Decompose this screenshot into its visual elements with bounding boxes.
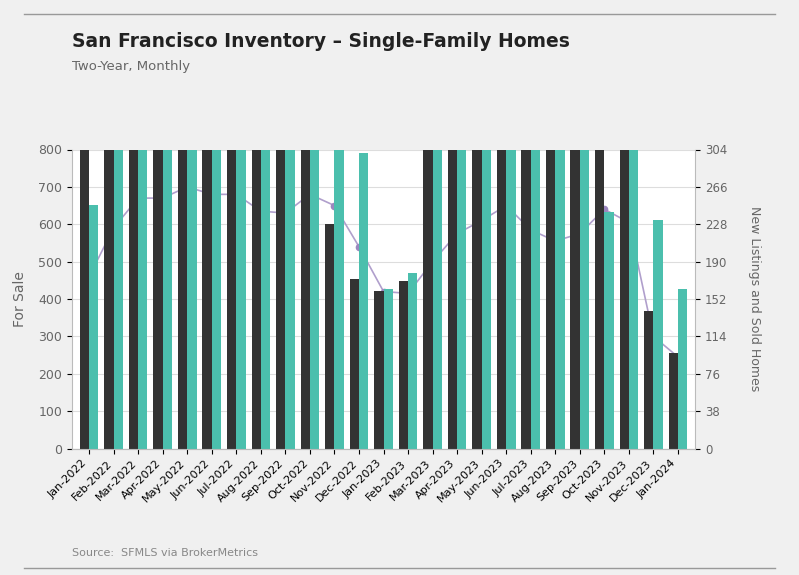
Legend: For Sale, New Listings, Sold: For Sale, New Listings, Sold [233,572,534,575]
Bar [212,0,221,448]
Bar [472,0,482,448]
Bar [350,279,359,448]
Bar [507,45,515,449]
Bar [187,0,197,448]
Bar [580,148,589,448]
Bar [531,16,540,448]
Bar [678,289,687,448]
Bar [604,212,614,448]
Bar [252,16,260,448]
Y-axis label: For Sale: For Sale [13,271,27,327]
Bar [310,21,320,448]
Bar [457,85,467,448]
Bar [129,0,138,448]
Bar [260,75,270,448]
Text: Two-Year, Monthly: Two-Year, Monthly [72,60,190,74]
Bar [359,154,368,448]
Bar [629,45,638,449]
Bar [482,47,491,448]
Bar [522,45,531,449]
Bar [555,139,565,448]
Bar [163,0,172,448]
Bar [276,0,285,448]
Bar [138,0,148,448]
Bar [619,80,629,448]
Bar [497,0,507,448]
Bar [178,0,187,448]
Bar [408,274,417,448]
Bar [89,205,98,448]
Bar [237,0,245,448]
Bar [113,129,123,449]
Bar [374,291,384,448]
Bar [384,289,393,448]
Bar [595,0,604,448]
Bar [644,311,654,448]
Bar [80,0,89,448]
Bar [669,353,678,448]
Text: San Francisco Inventory – Single-Family Homes: San Francisco Inventory – Single-Family … [72,32,570,51]
Bar [202,0,212,448]
Bar [285,70,295,448]
Bar [447,0,457,448]
Bar [423,21,432,448]
Bar [105,0,113,448]
Bar [325,224,335,448]
Bar [335,75,344,448]
Bar [570,0,580,448]
Bar [227,0,237,448]
Text: Source:  SFMLS via BrokerMetrics: Source: SFMLS via BrokerMetrics [72,548,258,558]
Bar [399,281,408,448]
Bar [432,144,442,448]
Bar [153,0,163,448]
Bar [300,0,310,448]
Bar [654,220,662,448]
Y-axis label: New Listings and Sold Homes: New Listings and Sold Homes [748,206,761,392]
Bar [546,25,555,448]
